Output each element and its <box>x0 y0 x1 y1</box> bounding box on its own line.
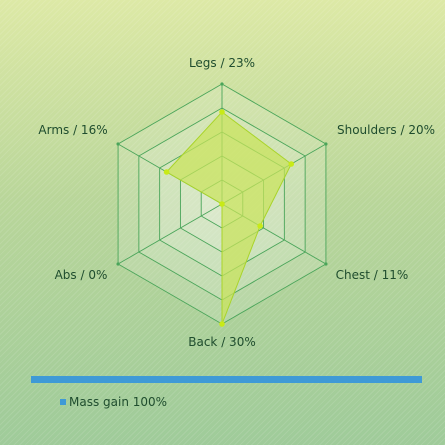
data-point-legs <box>219 109 225 115</box>
data-point-arms <box>163 169 170 175</box>
grid-vertex-dot <box>116 262 120 266</box>
axis-label-shoulders: Shoulders / 20% <box>337 123 435 137</box>
radar-series <box>163 109 295 327</box>
grid-vertex-dot <box>324 262 328 266</box>
data-point-shoulders <box>288 161 295 167</box>
data-point-back <box>219 321 225 327</box>
axis-label-abs: Abs / 0% <box>55 268 108 282</box>
legend[interactable]: Mass gain 100% <box>60 395 167 409</box>
legend-label: Mass gain 100% <box>69 395 168 409</box>
legend-swatch <box>60 399 66 405</box>
legend-bar <box>31 376 422 383</box>
axis-label-legs: Legs / 23% <box>189 56 255 70</box>
grid-vertex-dot <box>116 142 120 146</box>
grid-vertex-dot <box>220 82 224 86</box>
data-point-chest <box>257 223 263 229</box>
axis-labels: Legs / 23% Shoulders / 20% Chest / 11% Back… <box>38 56 435 349</box>
axis-label-back: Back / 30% <box>188 335 255 349</box>
grid-spoke <box>117 203 223 265</box>
grid-vertex-dot <box>324 142 328 146</box>
axis-label-chest: Chest / 11% <box>336 268 409 282</box>
data-point-abs <box>219 201 225 207</box>
axis-label-arms: Arms / 16% <box>38 123 107 137</box>
